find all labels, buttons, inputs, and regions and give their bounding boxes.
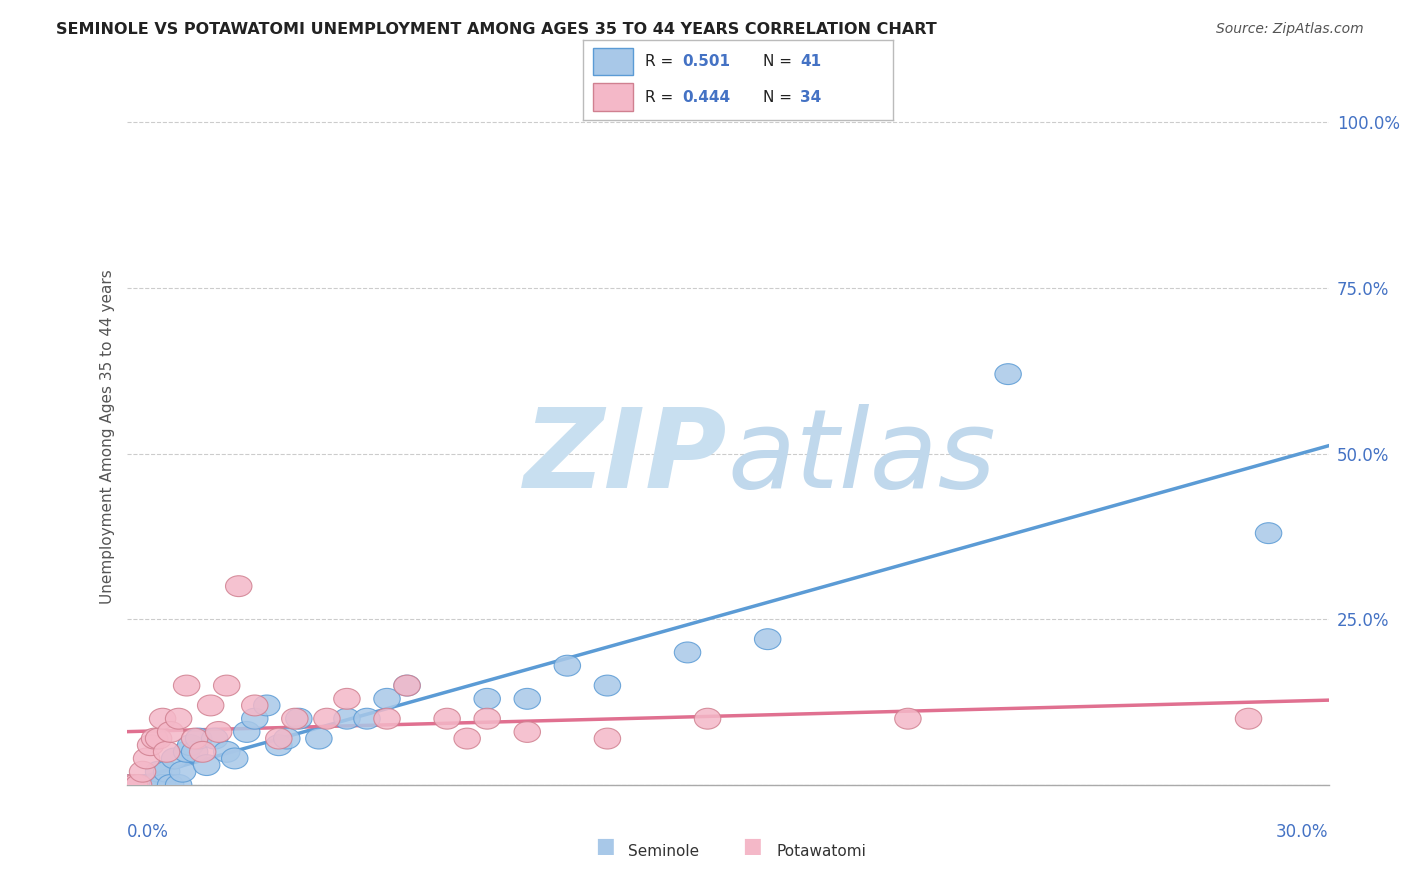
Ellipse shape — [142, 774, 167, 796]
Text: Seminole: Seminole — [628, 845, 700, 859]
Text: ZIP: ZIP — [524, 404, 728, 511]
Ellipse shape — [205, 722, 232, 742]
Ellipse shape — [201, 728, 228, 749]
Bar — [593, 48, 633, 76]
Ellipse shape — [281, 708, 308, 729]
Ellipse shape — [354, 708, 380, 729]
Ellipse shape — [169, 761, 195, 782]
Ellipse shape — [153, 741, 180, 763]
Ellipse shape — [595, 728, 620, 749]
Ellipse shape — [374, 708, 401, 729]
Ellipse shape — [173, 741, 200, 763]
Ellipse shape — [157, 774, 184, 796]
Ellipse shape — [134, 748, 160, 769]
Text: 30.0%: 30.0% — [1277, 823, 1329, 841]
Bar — [593, 84, 633, 111]
Ellipse shape — [454, 728, 481, 749]
Ellipse shape — [285, 708, 312, 729]
Ellipse shape — [153, 761, 180, 782]
Text: 0.444: 0.444 — [682, 89, 731, 104]
Text: 41: 41 — [800, 54, 821, 70]
Ellipse shape — [314, 708, 340, 729]
Ellipse shape — [434, 708, 460, 729]
Ellipse shape — [755, 629, 780, 649]
Ellipse shape — [374, 689, 401, 709]
Ellipse shape — [138, 774, 165, 796]
Text: SEMINOLE VS POTAWATOMI UNEMPLOYMENT AMONG AGES 35 TO 44 YEARS CORRELATION CHART: SEMINOLE VS POTAWATOMI UNEMPLOYMENT AMON… — [56, 22, 936, 37]
Ellipse shape — [515, 689, 540, 709]
Ellipse shape — [474, 708, 501, 729]
Ellipse shape — [166, 708, 191, 729]
Ellipse shape — [675, 642, 700, 663]
Ellipse shape — [333, 708, 360, 729]
Ellipse shape — [515, 722, 540, 742]
Ellipse shape — [121, 774, 148, 796]
Ellipse shape — [274, 728, 299, 749]
Text: 34: 34 — [800, 89, 821, 104]
Ellipse shape — [266, 735, 292, 756]
Ellipse shape — [1236, 708, 1261, 729]
Ellipse shape — [995, 364, 1021, 384]
Text: 0.0%: 0.0% — [127, 823, 169, 841]
Ellipse shape — [474, 689, 501, 709]
Ellipse shape — [253, 695, 280, 716]
Ellipse shape — [554, 656, 581, 676]
Ellipse shape — [595, 675, 620, 696]
Ellipse shape — [117, 774, 143, 796]
Ellipse shape — [266, 728, 292, 749]
Ellipse shape — [194, 755, 219, 775]
Ellipse shape — [186, 728, 212, 749]
Ellipse shape — [225, 575, 252, 597]
Y-axis label: Unemployment Among Ages 35 to 44 years: Unemployment Among Ages 35 to 44 years — [100, 269, 115, 605]
Ellipse shape — [173, 675, 200, 696]
Ellipse shape — [125, 774, 152, 796]
Ellipse shape — [222, 748, 247, 769]
Text: R =: R = — [645, 54, 679, 70]
Ellipse shape — [1256, 523, 1282, 543]
Text: N =: N = — [763, 54, 797, 70]
Ellipse shape — [181, 741, 208, 763]
Text: ■: ■ — [742, 836, 762, 855]
Ellipse shape — [894, 708, 921, 729]
Ellipse shape — [242, 695, 269, 716]
Text: ■: ■ — [595, 836, 614, 855]
Ellipse shape — [157, 722, 184, 742]
Ellipse shape — [117, 774, 143, 796]
Ellipse shape — [125, 774, 152, 796]
Ellipse shape — [214, 675, 240, 696]
Ellipse shape — [394, 675, 420, 696]
Text: Potawatomi: Potawatomi — [776, 845, 866, 859]
Text: 0.501: 0.501 — [682, 54, 731, 70]
Ellipse shape — [129, 774, 156, 796]
Ellipse shape — [242, 708, 269, 729]
Ellipse shape — [394, 675, 420, 696]
Ellipse shape — [181, 728, 208, 749]
Text: R =: R = — [645, 89, 679, 104]
Ellipse shape — [177, 735, 204, 756]
Ellipse shape — [214, 741, 240, 763]
Ellipse shape — [129, 761, 156, 782]
Ellipse shape — [695, 708, 721, 729]
Ellipse shape — [145, 728, 172, 749]
Ellipse shape — [142, 728, 167, 749]
Ellipse shape — [149, 774, 176, 796]
Ellipse shape — [149, 708, 176, 729]
Ellipse shape — [305, 728, 332, 749]
Ellipse shape — [138, 735, 165, 756]
Ellipse shape — [162, 748, 188, 769]
Ellipse shape — [121, 774, 148, 796]
Ellipse shape — [333, 689, 360, 709]
Ellipse shape — [190, 741, 217, 763]
Ellipse shape — [233, 722, 260, 742]
Text: Source: ZipAtlas.com: Source: ZipAtlas.com — [1216, 22, 1364, 37]
Ellipse shape — [134, 774, 160, 796]
Text: N =: N = — [763, 89, 797, 104]
Ellipse shape — [166, 774, 191, 796]
Text: atlas: atlas — [728, 404, 997, 511]
Ellipse shape — [197, 695, 224, 716]
Ellipse shape — [145, 761, 172, 782]
